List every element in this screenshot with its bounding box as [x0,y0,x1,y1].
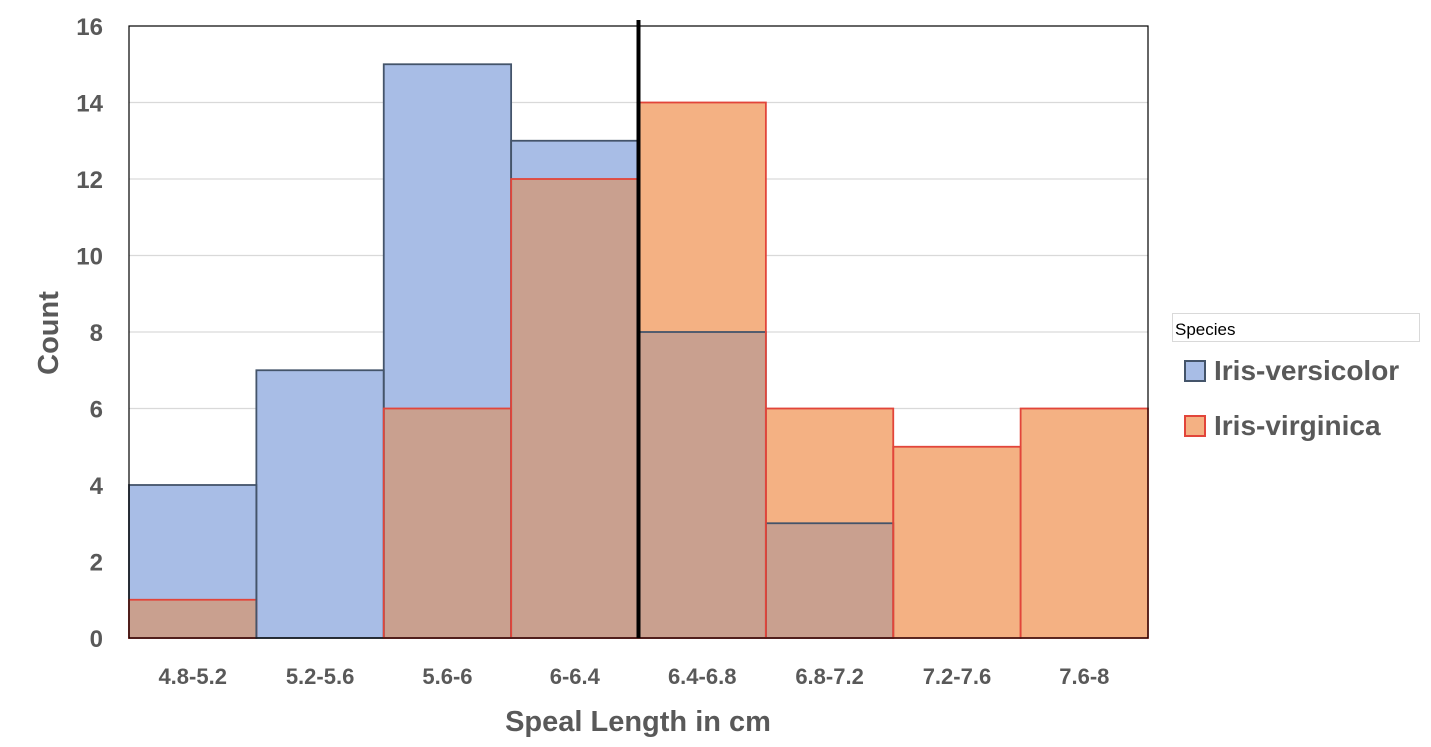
y-tick-label: 10 [76,244,103,271]
y-tick-label: 6 [90,397,103,424]
x-axis-title: Speal Length in cm [505,706,771,738]
x-tick-label: 7.6-8 [1059,664,1109,689]
bar-versicolor [256,370,384,638]
legend-swatch-versicolor [1184,360,1206,382]
x-tick-label: 6.4-6.8 [668,664,737,689]
legend-swatch-virginica [1184,415,1206,437]
bar-virginica [1020,408,1148,638]
y-tick-label: 0 [90,626,103,653]
bar-overlap [383,408,512,638]
x-tick-label: 5.6-6 [422,664,472,689]
legend-item-virginica: Iris-virginica [1184,410,1381,441]
overlap-bars [129,179,894,638]
legend-item-versicolor: Iris-versicolor [1184,355,1400,386]
bar-overlap [511,179,639,638]
y-tick-label: 12 [76,167,103,194]
bar-overlap [765,523,894,638]
y-tick-label: 14 [76,91,103,118]
legend-label-versicolor: Iris-versicolor [1214,355,1400,386]
y-tick-label: 2 [90,550,103,577]
legend-title: Species [1175,320,1236,339]
y-tick-label: 8 [90,320,103,347]
y-tick-labels: 0 2 4 6 8 10 12 14 16 [76,14,103,653]
x-tick-label: 6-6.4 [550,664,601,689]
y-tick-label: 16 [76,14,103,41]
y-axis-title: Count [33,291,65,375]
x-tick-labels: 4.8-5.2 5.2-5.6 5.6-6 6-6.4 6.4-6.8 6.8-7.2 7.… [158,664,1109,689]
legend-title-box: Species [1172,313,1420,342]
y-tick-label: 4 [90,473,104,500]
x-tick-label: 5.2-5.6 [286,664,355,689]
legend-label-virginica: Iris-virginica [1214,410,1381,441]
bar-overlap [638,332,766,638]
bar-virginica [893,446,1021,638]
bar-overlap [129,599,257,638]
x-tick-label: 7.2-7.6 [923,664,992,689]
x-tick-label: 4.8-5.2 [158,664,227,689]
x-tick-label: 6.8-7.2 [795,664,864,689]
